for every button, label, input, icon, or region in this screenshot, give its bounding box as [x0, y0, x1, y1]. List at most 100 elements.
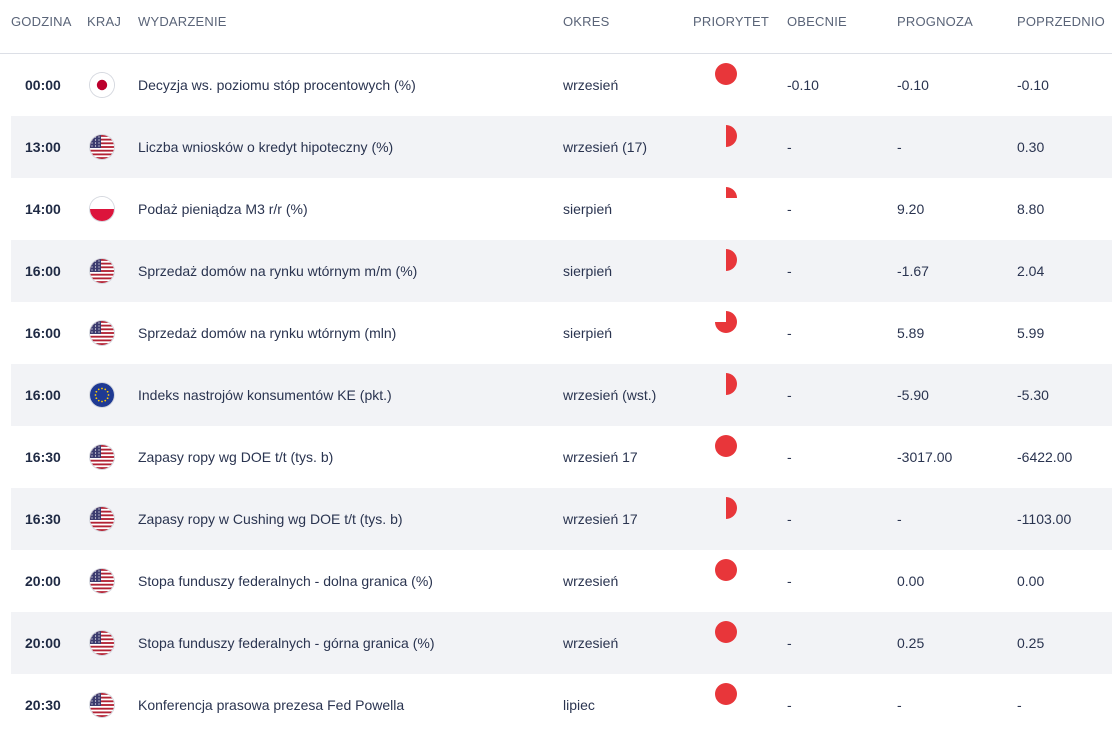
event-name: Liczba wniosków o kredyt hipoteczny (%)	[138, 139, 394, 155]
us-flag-icon	[90, 135, 114, 159]
priority-indicator-icon	[715, 249, 737, 271]
event-period: wrzesień	[563, 573, 619, 589]
header-forecast[interactable]: PROGNOZA	[897, 14, 973, 29]
table-row[interactable]: 20:00 Stopa funduszy federalnych - dolna …	[11, 550, 1112, 612]
pl-flag-icon	[90, 197, 114, 221]
event-period: wrzesień	[563, 77, 619, 93]
priority-indicator-icon	[715, 435, 737, 457]
table-row[interactable]: 20:00 Stopa funduszy federalnych - górna …	[11, 612, 1112, 674]
event-period: sierpień	[563, 201, 613, 217]
header-period[interactable]: OKRES	[563, 14, 610, 29]
event-time: 16:00	[25, 325, 61, 341]
us-flag-icon	[90, 321, 114, 345]
event-period: wrzesień (17)	[563, 139, 648, 155]
header-actual[interactable]: OBECNIE	[787, 14, 847, 29]
event-actual: -	[787, 201, 792, 217]
table-row[interactable]: 16:30 Zapasy ropy w Cushing wg DOE t/t (t…	[11, 488, 1112, 550]
event-actual: -	[787, 573, 792, 589]
priority-indicator-icon	[715, 125, 737, 147]
header-country[interactable]: KRAJ	[87, 14, 122, 29]
event-previous: 2.04	[1017, 263, 1045, 279]
event-period: wrzesień	[563, 635, 619, 651]
event-actual: -	[787, 139, 792, 155]
event-previous: 0.00	[1017, 573, 1045, 589]
priority-indicator-icon	[715, 683, 737, 705]
event-time: 00:00	[25, 77, 61, 93]
priority-indicator-icon	[715, 373, 737, 395]
header-previous[interactable]: POPRZEDNIO	[1017, 14, 1105, 29]
event-forecast: -1.67	[897, 263, 929, 279]
event-time: 16:30	[25, 449, 61, 465]
table-row[interactable]: 13:00 Liczba wniosków o kredyt hipoteczny…	[11, 116, 1112, 178]
event-forecast: 0.25	[897, 635, 925, 651]
table-row[interactable]: 16:00 Indeks nastrojów konsumentów KE (pk…	[11, 364, 1112, 426]
us-flag-icon	[90, 569, 114, 593]
table-row[interactable]: 20:30 Konferencja prasowa prezesa Fed Pow…	[11, 674, 1112, 731]
event-time: 16:00	[25, 263, 61, 279]
priority-indicator-icon	[715, 187, 737, 209]
event-period: wrzesień (wst.)	[563, 387, 657, 403]
event-actual: -	[787, 387, 792, 403]
event-period: wrzesień 17	[563, 449, 638, 465]
event-name: Indeks nastrojów konsumentów KE (pkt.)	[138, 387, 392, 403]
event-previous: -0.10	[1017, 77, 1049, 93]
event-forecast: 9.20	[897, 201, 925, 217]
us-flag-icon	[90, 631, 114, 655]
event-time: 20:00	[25, 573, 61, 589]
event-previous: 0.30	[1017, 139, 1045, 155]
event-actual: -	[787, 263, 792, 279]
event-previous: -	[1017, 697, 1022, 713]
event-time: 16:00	[25, 387, 61, 403]
eu-flag-icon	[90, 383, 114, 407]
event-previous: -1103.00	[1017, 511, 1072, 527]
us-flag-icon	[90, 259, 114, 283]
event-previous: 0.25	[1017, 635, 1045, 651]
priority-indicator-icon	[715, 559, 737, 581]
event-name: Zapasy ropy w Cushing wg DOE t/t (tys. b…	[138, 511, 403, 527]
table-row[interactable]: 16:00 Sprzedaż domów na rynku wtórnym m/m…	[11, 240, 1112, 302]
table-row[interactable]: 16:30 Zapasy ropy wg DOE t/t (tys. b) wrze…	[11, 426, 1112, 488]
event-time: 20:30	[25, 697, 61, 713]
event-name: Zapasy ropy wg DOE t/t (tys. b)	[138, 449, 334, 465]
event-forecast: 0.00	[897, 573, 925, 589]
table-row[interactable]: 00:00 Decyzja ws. poziomu stóp procentowy…	[11, 54, 1112, 116]
header-time[interactable]: GODZINA	[11, 14, 72, 29]
event-forecast: -3017.00	[897, 449, 953, 465]
event-forecast: -5.90	[897, 387, 929, 403]
table-row[interactable]: 14:00 Podaż pieniądza M3 r/r (%) sierpień -…	[11, 178, 1112, 240]
event-name: Sprzedaż domów na rynku wtórnym m/m (%)	[138, 263, 418, 279]
event-forecast: -	[897, 139, 902, 155]
event-period: wrzesień 17	[563, 511, 638, 527]
event-actual: -	[787, 449, 792, 465]
event-previous: 5.99	[1017, 325, 1045, 341]
table-row[interactable]: 16:00 Sprzedaż domów na rynku wtórnym (ml…	[11, 302, 1112, 364]
event-actual: -	[787, 697, 792, 713]
event-previous: -5.30	[1017, 387, 1049, 403]
event-forecast: 5.89	[897, 325, 925, 341]
event-actual: -	[787, 511, 792, 527]
event-actual: -	[787, 325, 792, 341]
jp-flag-icon	[90, 73, 114, 97]
event-previous: -6422.00	[1017, 449, 1073, 465]
header-priority[interactable]: PRIORYTET	[693, 14, 769, 29]
event-forecast: -	[897, 511, 902, 527]
event-previous: 8.80	[1017, 201, 1045, 217]
priority-indicator-icon	[715, 621, 737, 643]
event-period: sierpień	[563, 263, 613, 279]
event-name: Konferencja prasowa prezesa Fed Powella	[138, 697, 405, 713]
event-name: Stopa funduszy federalnych - dolna grani…	[138, 573, 433, 589]
us-flag-icon	[90, 507, 114, 531]
event-time: 16:30	[25, 511, 61, 527]
priority-indicator-icon	[715, 63, 737, 85]
us-flag-icon	[90, 445, 114, 469]
event-forecast: -	[897, 697, 902, 713]
event-time: 13:00	[25, 139, 61, 155]
priority-indicator-icon	[715, 311, 737, 333]
us-flag-icon	[90, 693, 114, 717]
event-period: lipiec	[563, 697, 595, 713]
event-period: sierpień	[563, 325, 613, 341]
event-time: 14:00	[25, 201, 61, 217]
priority-indicator-icon	[715, 497, 737, 519]
header-event[interactable]: WYDARZENIE	[138, 14, 227, 29]
